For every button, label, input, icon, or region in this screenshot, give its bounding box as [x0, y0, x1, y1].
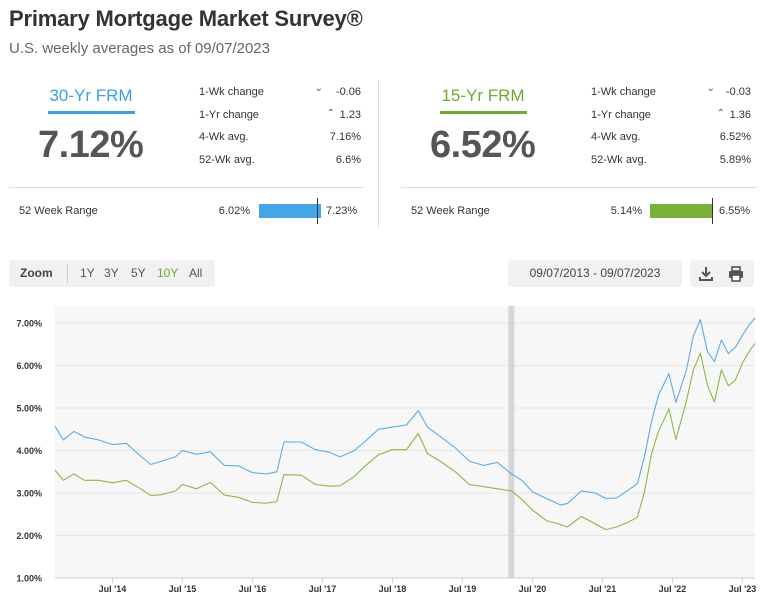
- x-tick-label: Jul '23: [729, 584, 757, 594]
- y-tick-label: 2.00%: [16, 531, 42, 541]
- zoom-all-button[interactable]: All: [189, 266, 203, 280]
- stat-row: 1-Yr change ⌃ 1.36: [591, 107, 751, 132]
- page-title: Primary Mortgage Market Survey®: [9, 6, 363, 31]
- range-bar: [650, 204, 713, 218]
- range-marker: [712, 198, 713, 224]
- x-tick-label: Jul '15: [169, 584, 197, 594]
- frm30-range: 52 Week Range 6.02% 7.23%: [9, 198, 364, 228]
- page-subtitle: U.S. weekly averages as of 09/07/2023: [9, 40, 270, 57]
- print-icon[interactable]: [727, 265, 745, 283]
- divider: [401, 187, 757, 188]
- y-tick-label: 5.00%: [16, 404, 42, 414]
- stat-label: 1-Yr change: [199, 108, 259, 121]
- stat-value: 1.23: [339, 108, 361, 121]
- zoom-5y-button[interactable]: 5Y: [131, 266, 146, 280]
- stat-row: 4-Wk avg. 6.52%: [591, 131, 751, 154]
- chevron-up-icon: ⌃: [326, 107, 335, 119]
- frm30-stats: 1-Wk change ⌄ -0.06 1-Yr change ⌃ 1.23 4…: [199, 83, 361, 177]
- y-tick-label: 7.00%: [16, 319, 42, 329]
- stat-value: 6.6%: [335, 153, 361, 166]
- date-range-display[interactable]: 09/07/2013 - 09/07/2023: [508, 260, 682, 287]
- divider: [9, 187, 364, 188]
- zoom-10y-button[interactable]: 10Y: [157, 266, 179, 280]
- range-bar: [259, 204, 321, 218]
- frm15-stats: 1-Wk change ⌄ -0.03 1-Yr change ⌃ 1.36 4…: [591, 83, 751, 177]
- x-tick-label: Jul '17: [309, 584, 337, 594]
- stat-row: 1-Wk change ⌄ -0.06: [199, 83, 361, 109]
- stat-row: 52-Wk avg. 6.6%: [199, 154, 361, 177]
- stat-label: 1-Wk change: [591, 86, 656, 98]
- zoom-3y-button[interactable]: 3Y: [104, 266, 119, 280]
- frm30-series-line: [54, 317, 756, 506]
- x-tick-label: Jul '18: [379, 584, 407, 594]
- stat-label: 1-Wk change: [199, 86, 264, 98]
- frm30-underline: [48, 111, 135, 114]
- y-tick-label: 4.00%: [16, 446, 42, 456]
- stat-value: -0.06: [335, 86, 361, 98]
- x-tick-label: Jul '19: [449, 584, 477, 594]
- stat-label: 1-Yr change: [591, 108, 651, 121]
- stat-value: 1.36: [729, 108, 751, 121]
- stat-row: 4-Wk avg. 7.16%: [199, 131, 361, 154]
- range-low: 5.14%: [610, 205, 642, 217]
- frm15-rate: 6.52%: [430, 124, 536, 166]
- y-tick-label: 1.00%: [16, 574, 42, 584]
- x-tick-label: Jul '20: [519, 584, 547, 594]
- stat-label: 52-Wk avg.: [199, 153, 255, 166]
- stat-label: 4-Wk avg.: [199, 131, 249, 143]
- stat-row: 1-Wk change ⌄ -0.03: [591, 83, 751, 109]
- x-tick-label: Jul '21: [589, 584, 617, 594]
- range-marker: [317, 198, 318, 224]
- range-low: 6.02%: [218, 205, 250, 217]
- zoom-1y-button[interactable]: 1Y: [80, 266, 95, 280]
- stat-label: 4-Wk avg.: [591, 131, 641, 143]
- range-label: 52 Week Range: [19, 205, 98, 217]
- frm30-name: 30-Yr FRM: [49, 86, 133, 105]
- line-chart: 1.00% 2.00% 3.00% 4.00% 5.00% 6.00% 7.00% Jul …: [16, 306, 757, 594]
- x-tick-label: Jul '16: [239, 584, 267, 594]
- stat-value: -0.03: [725, 86, 751, 98]
- frm15-underline: [440, 111, 527, 114]
- download-icon[interactable]: [697, 265, 715, 283]
- divider: [67, 264, 68, 283]
- x-tick-label: Jul '14: [99, 584, 127, 594]
- zoom-label: Zoom: [20, 266, 53, 280]
- frm15-range: 52 Week Range 5.14% 6.55%: [401, 198, 757, 228]
- chevron-down-icon: ⌄: [706, 83, 715, 94]
- range-label: 52 Week Range: [411, 205, 490, 217]
- frm15-name: 15-Yr FRM: [441, 86, 525, 105]
- panel-divider: [378, 80, 379, 228]
- stat-value: 6.52%: [719, 131, 751, 143]
- stat-value: 5.89%: [719, 153, 751, 166]
- chevron-down-icon: ⌄: [314, 83, 323, 94]
- frm30-rate: 7.12%: [38, 124, 144, 166]
- stat-row: 1-Yr change ⌃ 1.23: [199, 107, 361, 132]
- chart-actions: [690, 260, 754, 287]
- rate-chart: 1.00% 2.00% 3.00% 4.00% 5.00% 6.00% 7.00% Jul …: [0, 300, 775, 609]
- date-marker: [508, 306, 515, 578]
- y-tick-label: 6.00%: [16, 361, 42, 371]
- stat-label: 52-Wk avg.: [591, 153, 647, 166]
- x-tick-label: Jul '22: [659, 584, 687, 594]
- range-high: 6.55%: [719, 205, 751, 217]
- plot-background: [55, 306, 755, 578]
- chevron-up-icon: ⌃: [716, 107, 725, 119]
- frm15-series-line: [54, 343, 756, 531]
- stat-value: 7.16%: [329, 131, 361, 143]
- range-high: 7.23%: [326, 205, 358, 217]
- stat-row: 52-Wk avg. 5.89%: [591, 154, 751, 177]
- zoom-toolbar: Zoom 1Y 3Y 5Y 10Y All: [9, 260, 215, 287]
- y-tick-label: 3.00%: [16, 489, 42, 499]
